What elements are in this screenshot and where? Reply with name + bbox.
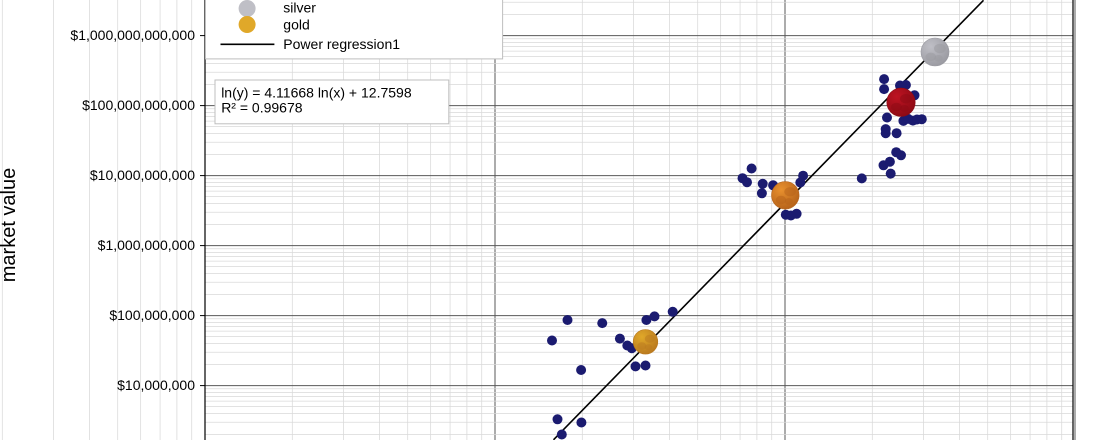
svg-text:$10,000,000: $10,000,000 [117, 377, 195, 393]
svg-text:market value: market value [0, 168, 20, 283]
svg-text:silver: silver [283, 0, 316, 16]
svg-text:$1,000,000,000,000: $1,000,000,000,000 [70, 27, 195, 43]
svg-text:$100,000,000,000: $100,000,000,000 [82, 97, 195, 113]
svg-text:R² = 0.99678: R² = 0.99678 [221, 100, 303, 116]
svg-text:ln(y) = 4.11668 ln(x) + 12.759: ln(y) = 4.11668 ln(x) + 12.7598 [221, 85, 412, 101]
svg-text:$1,000,000,000: $1,000,000,000 [98, 237, 196, 253]
svg-text:gold: gold [283, 17, 309, 33]
svg-text:$10,000,000,000: $10,000,000,000 [90, 167, 195, 183]
svg-text:Power regression1: Power regression1 [283, 36, 400, 52]
svg-text:$100,000,000: $100,000,000 [109, 307, 195, 323]
